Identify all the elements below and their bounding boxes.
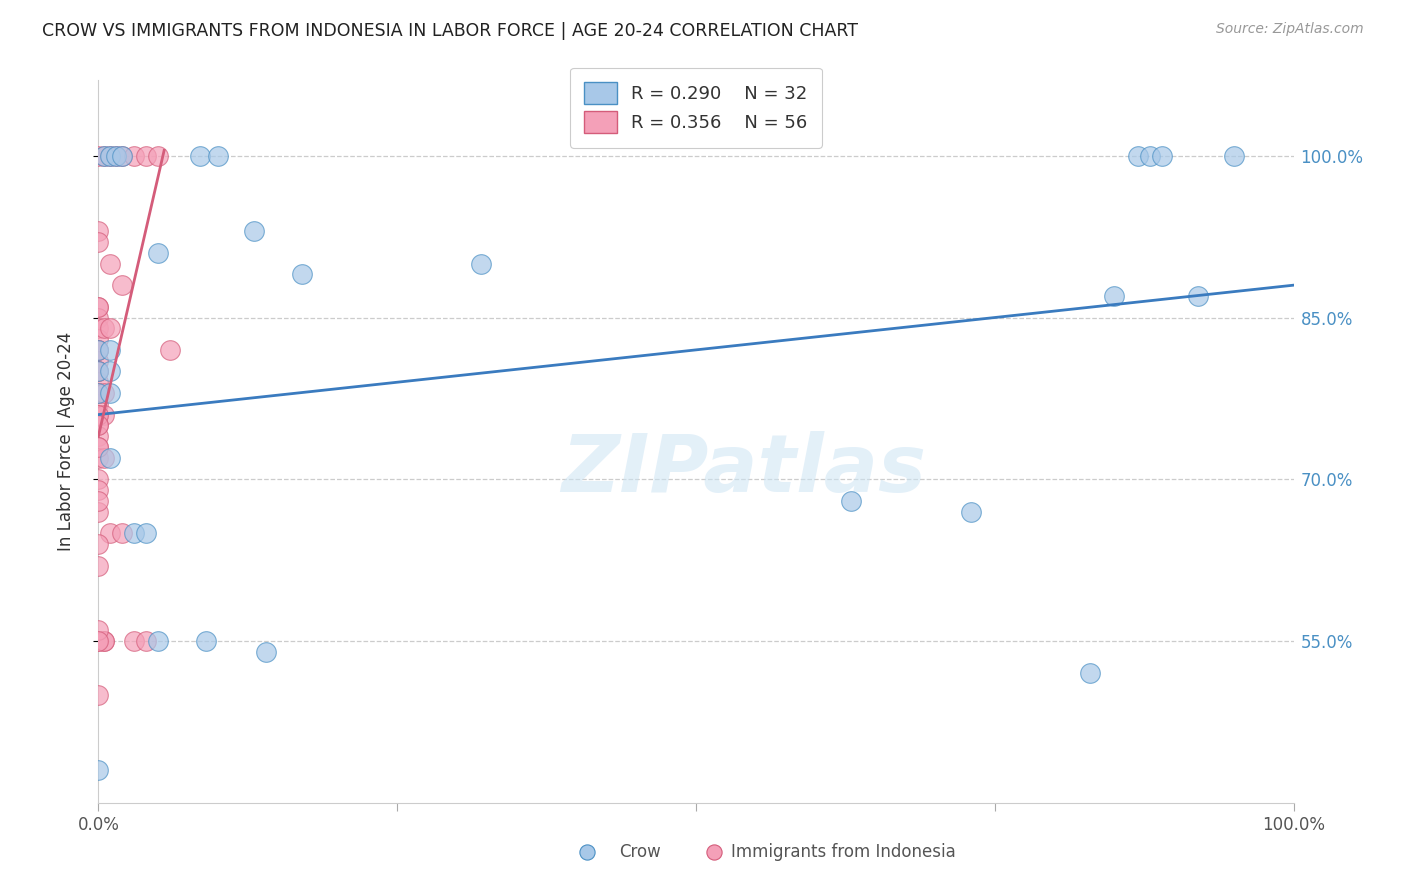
Point (98, 386, 122, 401)
Point (960, 505, 983, 519)
Point (93, 149, 115, 163)
Point (93, 450, 115, 465)
Point (87, 376, 110, 390)
Point (87, 408, 110, 422)
Point (87, 310, 110, 325)
Point (135, 149, 157, 163)
Point (87, 688, 110, 702)
Point (93, 408, 115, 422)
Point (93, 149, 115, 163)
Point (111, 149, 134, 163)
Point (87, 558, 110, 573)
Point (105, 149, 128, 163)
Point (87, 364, 110, 378)
Point (1152, 149, 1174, 163)
Point (87, 364, 110, 378)
Point (87, 450, 110, 465)
Point (93, 634, 115, 648)
Point (243, 224, 266, 238)
Point (575, 845, 598, 859)
Point (1128, 149, 1150, 163)
Point (124, 526, 146, 541)
Point (148, 245, 170, 260)
Point (188, 149, 211, 163)
Point (470, 257, 492, 271)
Point (87, 483, 110, 497)
Point (87, 321, 110, 335)
Point (1223, 149, 1246, 163)
Point (98, 149, 122, 163)
Text: ZIPatlas: ZIPatlas (561, 432, 927, 509)
Point (87, 418, 110, 433)
Text: CROW VS IMMIGRANTS FROM INDONESIA IN LABOR FORCE | AGE 20-24 CORRELATION CHART: CROW VS IMMIGRANTS FROM INDONESIA IN LAB… (42, 22, 858, 40)
Point (93, 386, 115, 401)
Point (87, 764, 110, 778)
Point (87, 537, 110, 551)
Point (159, 343, 181, 357)
Point (841, 493, 863, 508)
Point (98, 526, 122, 541)
Text: Source: ZipAtlas.com: Source: ZipAtlas.com (1216, 22, 1364, 37)
Point (1139, 149, 1161, 163)
Point (98, 343, 122, 357)
Point (87, 505, 110, 519)
Point (291, 268, 314, 282)
Point (87, 386, 110, 401)
Point (98, 364, 122, 378)
Point (93, 634, 115, 648)
Point (135, 526, 157, 541)
Point (1104, 289, 1126, 303)
Point (87, 386, 110, 401)
Point (87, 332, 110, 346)
Y-axis label: In Labor Force | Age 20-24: In Labor Force | Age 20-24 (56, 332, 75, 551)
Text: Immigrants from Indonesia: Immigrants from Indonesia (731, 843, 956, 861)
Point (148, 149, 170, 163)
Point (111, 149, 134, 163)
Point (87, 624, 110, 638)
Point (87, 634, 110, 648)
Point (87, 343, 110, 357)
Point (703, 845, 725, 859)
Point (195, 634, 218, 648)
Point (87, 472, 110, 486)
Point (98, 321, 122, 335)
Point (87, 429, 110, 443)
Point (1080, 666, 1102, 681)
Point (87, 408, 110, 422)
Point (207, 149, 229, 163)
Point (87, 364, 110, 378)
Point (87, 300, 110, 314)
Point (254, 645, 277, 659)
Point (87, 224, 110, 238)
Point (1187, 289, 1209, 303)
Point (87, 493, 110, 508)
Point (87, 440, 110, 454)
Point (87, 440, 110, 454)
Point (87, 300, 110, 314)
Point (87, 343, 110, 357)
Point (87, 397, 110, 411)
Point (87, 149, 110, 163)
Legend: R = 0.290    N = 32, R = 0.356    N = 56: R = 0.290 N = 32, R = 0.356 N = 56 (569, 68, 823, 148)
Point (87, 386, 110, 401)
Point (93, 321, 115, 335)
Point (98, 450, 122, 465)
Point (87, 343, 110, 357)
Point (98, 257, 122, 271)
Point (105, 149, 128, 163)
Text: Crow: Crow (619, 843, 661, 861)
Point (98, 149, 122, 163)
Point (87, 235, 110, 249)
Point (124, 634, 146, 648)
Point (87, 634, 110, 648)
Point (87, 353, 110, 368)
Point (111, 526, 134, 541)
Point (148, 634, 170, 648)
Point (87, 418, 110, 433)
Point (124, 149, 146, 163)
Point (135, 634, 157, 648)
Point (111, 278, 134, 293)
